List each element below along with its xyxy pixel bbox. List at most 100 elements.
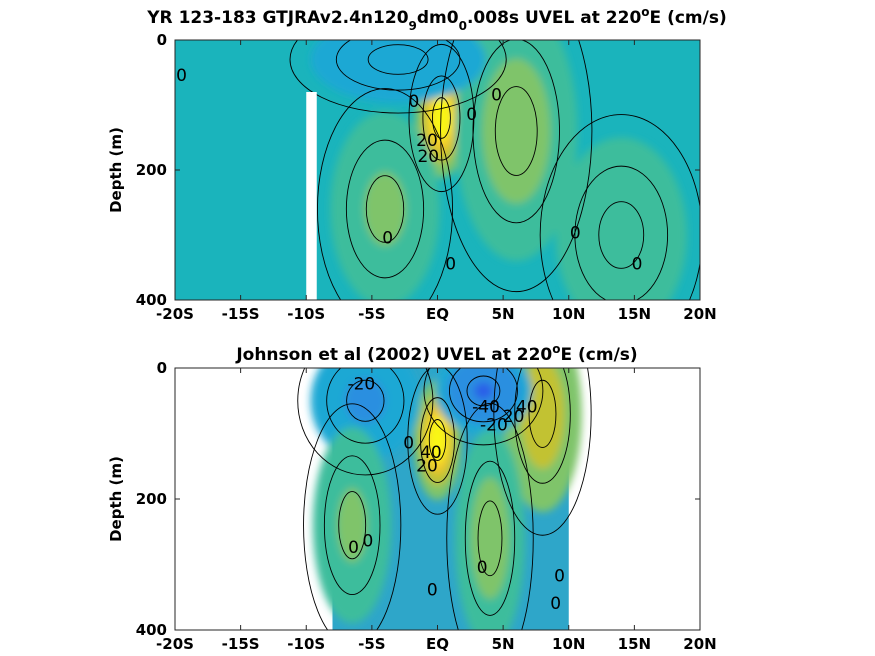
top-contour-label: 0 [466, 105, 477, 125]
bottom-contour-5-0 [303, 403, 402, 630]
bottom-contour-label: 0 [348, 538, 359, 558]
bottom-contour-label: 20 [416, 456, 438, 476]
top-contour-3-1 [335, 40, 461, 91]
bottom-x-tick-label: 15N [618, 635, 651, 653]
top-contour-label: 20 [416, 131, 438, 151]
bottom-contour-1-2 [528, 379, 557, 448]
bottom-contour-1-0 [493, 368, 592, 536]
top-x-tick-label: -15S [222, 305, 260, 323]
bottom-y-tick-label: 0 [157, 359, 167, 377]
top-contour-4-1 [574, 165, 669, 300]
bottom-contour-4-2 [477, 500, 503, 577]
bottom-x-tick-label: EQ [426, 635, 449, 653]
bottom-contour-4-1 [464, 460, 516, 616]
bottom-x-tick-label: 5N [492, 635, 515, 653]
bottom-feature-1-band-4 [534, 394, 551, 433]
top-x-tick-label: -10S [287, 305, 325, 323]
top-contour-label: 0 [176, 66, 187, 86]
bottom-contour-2-2 [466, 375, 501, 407]
top-contour-label: 0 [408, 92, 419, 112]
bottom-contour-label: 0 [550, 594, 561, 614]
top-field [310, 40, 687, 300]
top-x-tick-label: -20S [156, 305, 194, 323]
bottom-contour-2-1 [449, 368, 518, 423]
bottom-y-tick-label: 200 [136, 490, 167, 508]
top-x-tick-label: 15N [618, 305, 651, 323]
bottom-x-tick-label: -5S [358, 635, 385, 653]
bottom-feature-4-band-4 [483, 517, 497, 560]
top-contour-0-2 [432, 97, 451, 139]
bottom-panel: Johnson et al (2002) UVEL at 220oE (cm/s… [107, 342, 717, 653]
bottom-contour-label: 0 [363, 532, 374, 552]
bottom-contour-0-0 [407, 368, 468, 515]
top-contour-1-2 [494, 86, 538, 176]
bottom-contour-label: 0 [477, 558, 488, 578]
bottom-contour-0-1 [420, 397, 455, 483]
top-feature-4-band-4 [608, 216, 634, 254]
bottom-y-tick-label: 400 [136, 621, 167, 639]
top-contour-3-2 [367, 44, 429, 75]
top-feature-1-band-4 [504, 106, 529, 156]
bottom-x-ticks: -20S -15S -10S -5S EQ 5N 10N 15N 20N [156, 368, 717, 653]
top-contour-1-1 [472, 40, 560, 224]
bottom-feature-3-band-4 [354, 389, 376, 413]
bottom-x-tick-label: 10N [552, 635, 585, 653]
top-contour-2-1 [345, 139, 425, 279]
top-feature-0-band-4 [436, 106, 447, 130]
bottom-contour-1-1 [514, 368, 571, 484]
bottom-x-tick-label: -20S [156, 635, 194, 653]
bottom-contour-label: -40 [472, 397, 500, 417]
top-contour-0-0 [408, 43, 475, 193]
top-contour-label: 0 [445, 254, 456, 274]
top-contour-2-2 [365, 175, 405, 243]
bottom-contour-0-2 [428, 419, 447, 462]
top-x-ticks: -20S -15S -10S -5S EQ 5N 10N 15N 20N [156, 40, 717, 323]
bottom-contour-label: 40 [516, 397, 538, 417]
bottom-contour-5-1 [323, 455, 381, 596]
top-x-tick-label: 5N [492, 305, 515, 323]
bottom-contour-4-0 [446, 403, 534, 630]
top-feature-2-band-4 [374, 190, 396, 228]
top-y-tick-label: 400 [136, 291, 167, 309]
bottom-contour-label: -20 [347, 374, 375, 394]
bottom-contour-3-1 [326, 368, 405, 444]
top-x-tick-label: 20N [683, 305, 716, 323]
bottom-contour-label: 40 [420, 443, 442, 463]
top-contour-1-0 [440, 40, 593, 293]
bottom-contour-label: 0 [554, 566, 565, 586]
top-y-axis-label: Depth (m) [107, 127, 125, 213]
top-contour-label: 0 [491, 85, 502, 105]
bottom-feature-2-band-4 [474, 382, 493, 400]
top-contour-2-0 [317, 88, 453, 300]
top-x-tick-label: 10N [552, 305, 585, 323]
top-contour-3-0 [289, 40, 507, 114]
bottom-contour-5-2 [338, 491, 367, 560]
bottom-y-axis-label: Depth (m) [107, 456, 125, 542]
top-contour-label: 0 [632, 254, 643, 274]
top-panel: YR 123-183 GTJRAv2.4n1209dm00.008s UVEL … [107, 5, 727, 323]
bottom-contour-label: 0 [403, 433, 414, 453]
top-contour-4-0 [539, 114, 700, 300]
top-x-tick-label: EQ [426, 305, 449, 323]
bottom-feature-5-band-4 [344, 506, 360, 545]
top-contour-label: 0 [382, 228, 393, 248]
bottom-contour-3-2 [346, 379, 385, 422]
top-contour-4-2 [598, 201, 645, 269]
top-missing-region-0 [306, 92, 317, 300]
top-contour-label: 20 [417, 147, 439, 167]
bottom-contours [297, 368, 592, 630]
bottom-panel-title: Johnson et al (2002) UVEL at 220oE (cm/s… [235, 342, 637, 365]
top-y-tick-label: 200 [136, 161, 167, 179]
top-x-tick-label: -5S [358, 305, 385, 323]
bottom-x-tick-label: -10S [287, 635, 325, 653]
bottom-contour-label: 20 [503, 407, 525, 427]
bottom-contour-3-0 [297, 368, 434, 476]
bottom-x-tick-label: -15S [222, 635, 260, 653]
bottom-x-tick-label: 20N [683, 635, 716, 653]
bottom-contour-label: -20 [480, 416, 508, 436]
